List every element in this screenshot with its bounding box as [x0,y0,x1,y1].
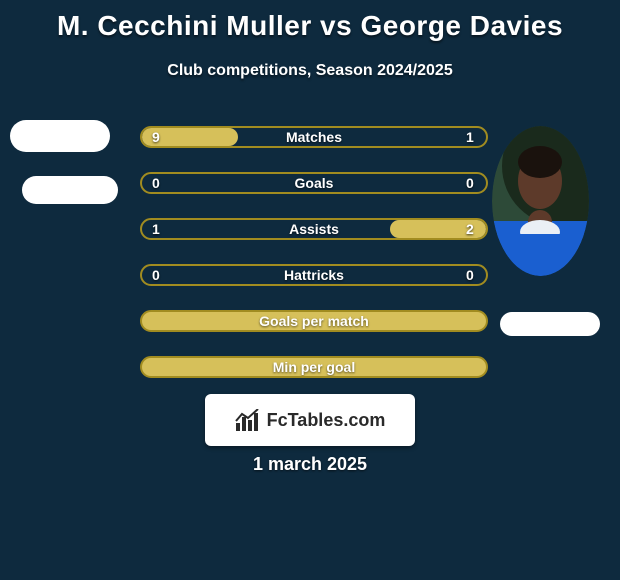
comparison-infographic: M. Cecchini Muller vs George Davies Club… [0,0,620,580]
stat-bar: Goals [140,172,488,194]
stat-value-p1: 1 [152,218,160,240]
player-right-avatar [492,126,589,276]
stat-value-p1: 0 [152,264,160,286]
page-subtitle: Club competitions, Season 2024/2025 [0,62,620,80]
stat-value-p2: 0 [466,264,608,286]
date-text: 1 march 2025 [0,454,620,475]
stat-bar-label: Hattricks [142,266,486,284]
stat-value-p1: 0 [152,172,160,194]
stat-value-p2: 2 [466,218,608,240]
stat-bar: Goals per match [140,310,488,332]
stat-bar-label: Goals per match [142,312,486,330]
player-right-pill [500,312,600,336]
stat-bar: Matches [140,126,488,148]
stat-bar-label: Goals [142,174,486,192]
stat-bar: Min per goal [140,356,488,378]
stat-bar-label: Min per goal [142,358,486,376]
stat-bar: Hattricks [140,264,488,286]
logo-bars-icon [235,409,261,431]
stat-bar: Assists [140,218,488,240]
logo-text: FcTables.com [267,410,386,431]
player-left-avatar-1 [10,120,110,152]
player-left-avatar-2 [22,176,118,204]
stat-value-p1: 9 [152,126,160,148]
page-title: M. Cecchini Muller vs George Davies [0,10,620,42]
stat-value-p2: 1 [466,126,608,148]
stat-bar-label: Matches [142,128,486,146]
fctables-logo: FcTables.com [205,394,415,446]
avatar-image [492,126,589,276]
stat-bar-label: Assists [142,220,486,238]
stat-value-p2: 0 [466,172,608,194]
